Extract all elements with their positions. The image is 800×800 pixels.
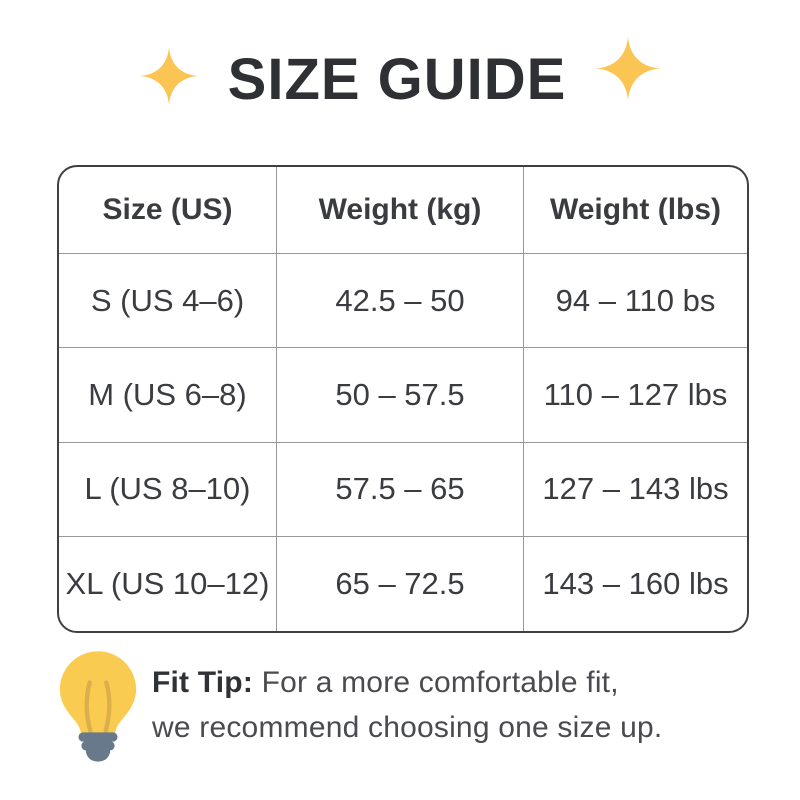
size-cell-l: L (US 8–10) bbox=[59, 442, 277, 537]
kg-cell-s: 42.5 – 50 bbox=[277, 254, 524, 349]
column-header-weight-kg: Weight (kg) bbox=[277, 167, 524, 254]
fit-tip-text: Fit Tip: For a more comfortable fit, we … bbox=[152, 660, 662, 750]
sparkle-icon bbox=[596, 36, 661, 101]
page-title: SIZE GUIDE bbox=[227, 46, 567, 112]
lbs-cell-l: 127 – 143 lbs bbox=[524, 443, 747, 537]
kg-cell-m: 50 – 57.5 bbox=[277, 348, 524, 443]
column-header-weight-lbs: Weight (lbs) bbox=[524, 167, 747, 254]
lbs-cell-m: 110 – 127 lbs bbox=[524, 348, 747, 443]
sparkle-icon bbox=[139, 46, 198, 105]
header: SIZE GUIDE bbox=[0, 36, 800, 117]
lbs-cell-xl: 143 – 160 lbs bbox=[542, 565, 729, 601]
size-cell-xl: XL (US 10–12) bbox=[59, 536, 277, 631]
fit-tip-line2: we recommend choosing one size up. bbox=[152, 711, 663, 744]
size-table: Size (US) Weight (kg) Weight (lbs) S (US… bbox=[57, 165, 749, 633]
lbs-cell-s: 94 – 110 bs bbox=[524, 254, 747, 349]
kg-cell-xl: 65 – 72.5 bbox=[277, 536, 524, 631]
size-cell-m: M (US 6–8) bbox=[59, 348, 277, 443]
size-cell-s: S (US 4–6) bbox=[59, 254, 277, 349]
fit-tip-label: Fit Tip: bbox=[152, 666, 254, 699]
fit-tip-line1: For a more comfortable fit, bbox=[253, 666, 619, 699]
lightbulb-icon bbox=[59, 651, 137, 762]
fit-tip: Fit Tip: For a more comfortable fit, we … bbox=[56, 646, 662, 764]
column-header-size: Size (US) bbox=[59, 167, 277, 254]
kg-cell-l: 57.5 – 65 bbox=[277, 442, 524, 537]
